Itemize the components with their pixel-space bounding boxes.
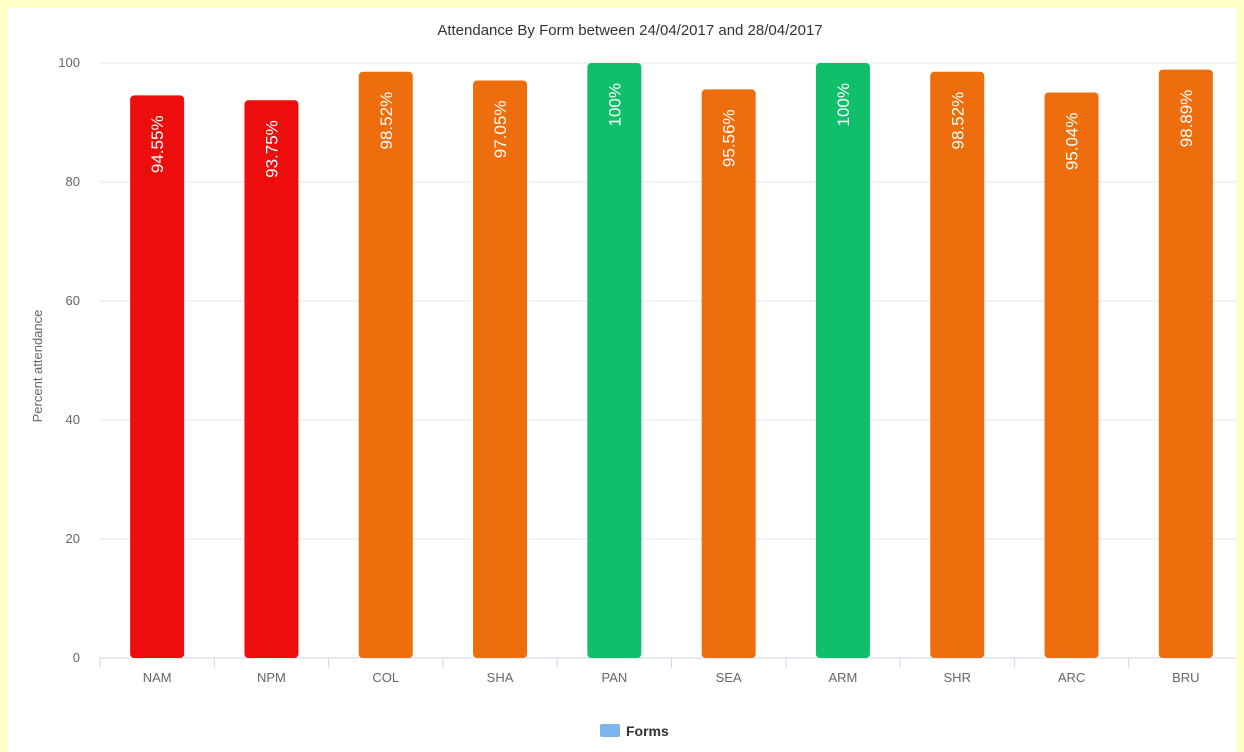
y-axis-ticks: 0 20 40 60 80 100	[58, 55, 80, 665]
legend-label[interactable]: Forms	[626, 723, 669, 739]
x-tick-label: ARC	[1058, 670, 1085, 685]
x-tick-label: SEA	[716, 670, 742, 685]
bar-arc[interactable]	[1044, 92, 1099, 658]
x-tick-label: COL	[372, 670, 399, 685]
y-tick-label: 100	[58, 55, 80, 70]
y-tick-label: 80	[66, 174, 80, 189]
x-tick-label: SHA	[487, 670, 514, 685]
bar-data-label: 97.05%	[491, 101, 510, 159]
y-tick-label: 40	[66, 412, 80, 427]
bars: 94.55% 93.75% 98.52% 97.05% 100% 95.56% 100% 98…	[130, 63, 1213, 659]
bar-nam[interactable]	[130, 95, 185, 659]
bar-sea[interactable]	[701, 89, 756, 659]
bar-sha[interactable]	[473, 80, 528, 659]
y-tick-label: 0	[73, 650, 80, 665]
bar-data-label: 100%	[605, 83, 624, 126]
x-tick-label: ARM	[829, 670, 858, 685]
y-axis-label: Percent attendance	[30, 310, 45, 423]
bar-data-label: 98.52%	[377, 92, 396, 150]
x-tick-label: BRU	[1172, 670, 1199, 685]
bar-shr[interactable]	[930, 71, 985, 658]
bar-arm[interactable]	[815, 63, 870, 658]
bar-data-label: 98.89%	[1177, 90, 1196, 148]
bar-pan[interactable]	[587, 63, 642, 658]
bar-data-label: 93.75%	[262, 120, 281, 178]
x-tick-label: SHR	[944, 670, 971, 685]
bar-chart: Attendance By Form between 24/04/2017 an…	[30, 22, 1236, 739]
y-tick-label: 60	[66, 293, 80, 308]
bar-data-label: 95.56%	[720, 109, 739, 167]
chart-container: Attendance By Form between 24/04/2017 an…	[8, 8, 1236, 752]
y-tick-label: 20	[66, 531, 80, 546]
x-tick-label: NPM	[257, 670, 286, 685]
bar-data-label: 100%	[834, 83, 853, 126]
legend-swatch[interactable]	[600, 724, 620, 737]
x-axis: NAM NPM COL SHA PAN SEA ARM SHR ARC BRU	[99, 658, 1200, 685]
chart-title: Attendance By Form between 24/04/2017 an…	[437, 22, 822, 39]
x-tick-label: PAN	[601, 670, 627, 685]
x-tick-label: NAM	[143, 670, 172, 685]
legend[interactable]: Forms	[600, 723, 669, 739]
bar-data-label: 94.55%	[148, 115, 167, 173]
bar-data-label: 95.04%	[1063, 113, 1082, 171]
bar-col[interactable]	[358, 71, 413, 658]
bar-npm[interactable]	[244, 100, 299, 658]
bar-bru[interactable]	[1158, 69, 1213, 659]
bar-data-label: 98.52%	[948, 92, 967, 150]
